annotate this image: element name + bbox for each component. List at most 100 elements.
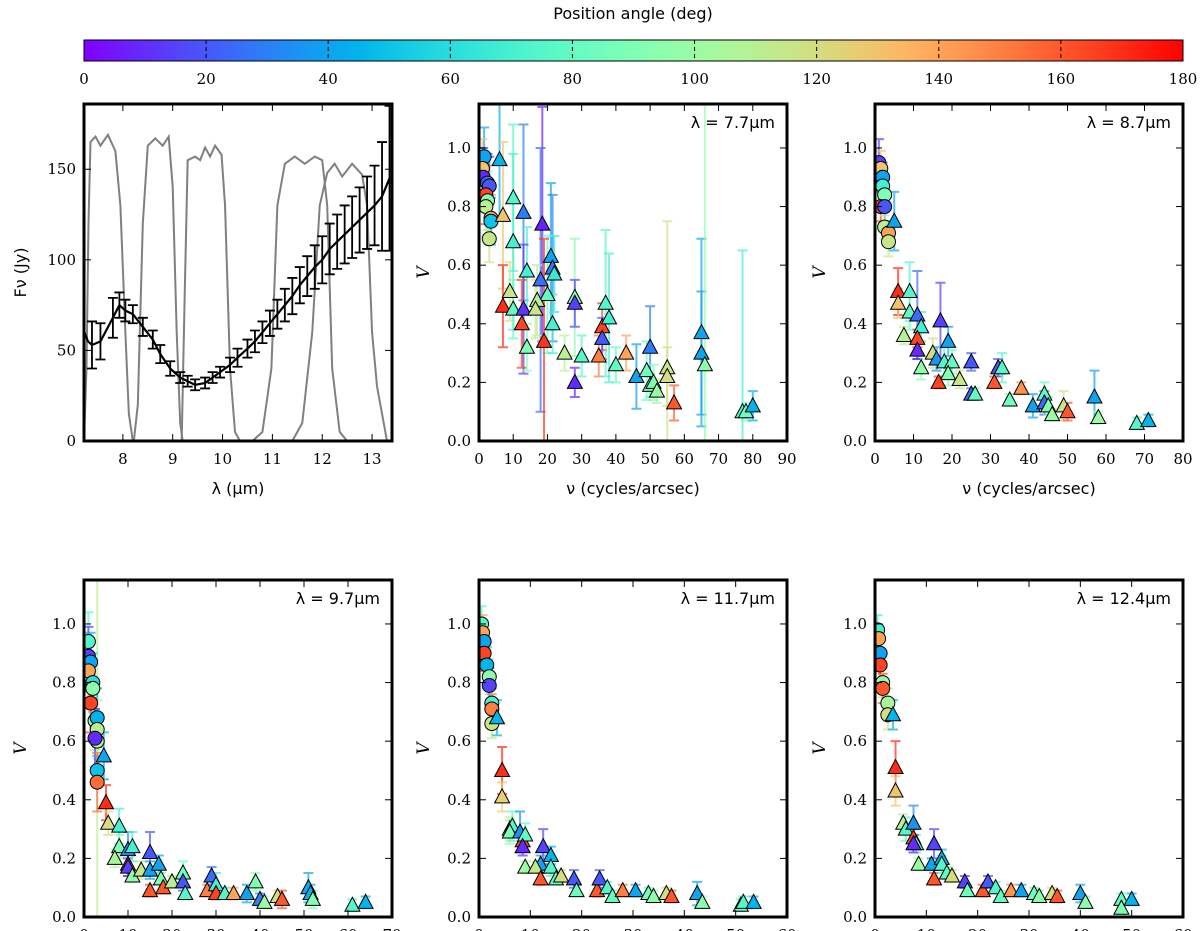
y-axis-label: V bbox=[414, 265, 434, 279]
data-point-triangle bbox=[124, 837, 141, 854]
data-point-triangle bbox=[501, 822, 519, 839]
data-point-triangle bbox=[974, 881, 992, 898]
data-point-circle bbox=[875, 631, 887, 647]
plot-area bbox=[875, 614, 1141, 916]
data-point-triangle bbox=[1077, 893, 1094, 909]
data-point-triangle bbox=[501, 282, 519, 299]
data-point-triangle bbox=[488, 708, 506, 725]
data-point-triangle bbox=[99, 814, 117, 830]
y-tick-label: 0.4 bbox=[447, 791, 471, 809]
colorbar-tick-label: 100 bbox=[680, 70, 709, 88]
colorbar-tick-label: 160 bbox=[1047, 70, 1076, 88]
y-axis-label: V bbox=[11, 741, 31, 755]
panel-annotation: λ = 8.7μm bbox=[1087, 113, 1171, 132]
x-tick-label: 50 bbox=[1058, 450, 1077, 468]
data-point-triangle bbox=[504, 188, 522, 205]
y-tick-label: 0.4 bbox=[447, 315, 471, 333]
data-point-circle bbox=[87, 730, 103, 746]
data-point-circle bbox=[875, 657, 888, 673]
x-tick-label: 30 bbox=[981, 450, 1000, 468]
x-tick-label: 40 bbox=[1019, 450, 1038, 468]
data-point-triangle bbox=[1012, 379, 1030, 395]
spectrum-line bbox=[84, 177, 391, 386]
data-point-triangle bbox=[1123, 890, 1141, 906]
data-point-triangle bbox=[1059, 402, 1076, 419]
data-point-triangle bbox=[1024, 396, 1042, 413]
data-point-triangle bbox=[552, 866, 570, 883]
data-point-triangle bbox=[932, 311, 949, 328]
x-axis-label: ν (cycles/arcsec) bbox=[962, 479, 1095, 498]
panel-annotation: λ = 9.7μm bbox=[296, 589, 380, 608]
data-point-triangle bbox=[504, 232, 522, 249]
data-point-triangle bbox=[939, 364, 957, 381]
y-tick-label: 0.6 bbox=[843, 732, 867, 750]
data-point-triangle bbox=[534, 837, 552, 854]
data-point-triangle bbox=[939, 332, 957, 348]
filter-curve bbox=[291, 162, 388, 441]
data-point-triangle bbox=[887, 781, 904, 798]
filter-curve bbox=[132, 133, 184, 441]
data-point-triangle bbox=[909, 305, 926, 322]
filter-curve bbox=[251, 155, 348, 441]
axes-frame bbox=[477, 102, 789, 443]
data-point-triangle bbox=[959, 881, 976, 898]
error-bar bbox=[662, 220, 673, 441]
y-tick-label: 0.2 bbox=[843, 849, 867, 867]
data-point-triangle bbox=[930, 373, 947, 389]
data-point-circle bbox=[880, 234, 896, 250]
data-point-triangle bbox=[884, 705, 902, 722]
data-point-triangle bbox=[744, 396, 762, 413]
data-point-triangle bbox=[665, 393, 683, 410]
data-point-triangle bbox=[97, 793, 115, 810]
panel-annotation: λ = 12.4μm bbox=[1077, 589, 1171, 608]
x-tick-label: 40 bbox=[1071, 926, 1090, 931]
x-tick-label: 20 bbox=[572, 926, 591, 931]
data-point-triangle bbox=[645, 887, 662, 903]
y-tick-label: 0.4 bbox=[52, 791, 76, 809]
data-point-triangle bbox=[163, 872, 181, 889]
x-tick-label: 90 bbox=[777, 450, 796, 468]
data-point-triangle bbox=[895, 326, 913, 343]
data-point-triangle bbox=[532, 869, 549, 886]
data-point-triangle bbox=[256, 893, 273, 909]
data-point-triangle bbox=[493, 761, 511, 777]
data-point-triangle bbox=[556, 344, 573, 360]
plot-area bbox=[84, 104, 392, 441]
data-point-triangle bbox=[885, 212, 903, 228]
y-tick-label: 0.2 bbox=[843, 373, 867, 391]
data-point-triangle bbox=[535, 332, 553, 348]
data-point-circle bbox=[84, 634, 96, 650]
y-tick-label: 0.6 bbox=[447, 256, 471, 274]
x-tick-label: 0 bbox=[474, 450, 484, 468]
data-point-triangle bbox=[1002, 881, 1020, 898]
x-tick-label: 12 bbox=[313, 450, 332, 468]
data-point-triangle bbox=[1089, 408, 1107, 425]
data-point-triangle bbox=[1113, 899, 1130, 915]
data-point-triangle bbox=[663, 887, 680, 903]
data-point-triangle bbox=[539, 285, 556, 301]
y-tick-label: 0.4 bbox=[843, 315, 867, 333]
panel-sed: 8 9 10 11 12 13 0 50 100 150 λ (μm) Fν (Jy) bbox=[11, 102, 394, 498]
data-point-triangle bbox=[887, 758, 904, 775]
data-point-triangle bbox=[909, 341, 926, 357]
colorbar-tick-label: 120 bbox=[802, 70, 831, 88]
x-tick-label: 10 bbox=[917, 926, 936, 931]
x-tick-label: 20 bbox=[942, 450, 961, 468]
y-tick-label: 0.8 bbox=[843, 198, 867, 216]
data-point-triangle bbox=[925, 869, 943, 886]
data-point-triangle bbox=[533, 215, 551, 231]
filter-curve bbox=[84, 132, 134, 441]
data-point-triangle bbox=[910, 855, 927, 871]
data-point-triangle bbox=[925, 834, 943, 851]
filter-curve bbox=[180, 143, 241, 441]
data-point-triangle bbox=[247, 872, 264, 889]
data-point-triangle bbox=[95, 746, 113, 763]
x-tick-label: 0 bbox=[870, 450, 880, 468]
y-tick-label: 0.6 bbox=[52, 732, 76, 750]
x-axis-label: ν (cycles/arcsec) bbox=[566, 479, 699, 498]
plot-area bbox=[875, 138, 1157, 431]
data-point-triangle bbox=[176, 884, 194, 901]
x-tick-label: 10 bbox=[118, 926, 137, 931]
x-tick-label: 40 bbox=[675, 926, 694, 931]
data-point-triangle bbox=[516, 825, 534, 842]
